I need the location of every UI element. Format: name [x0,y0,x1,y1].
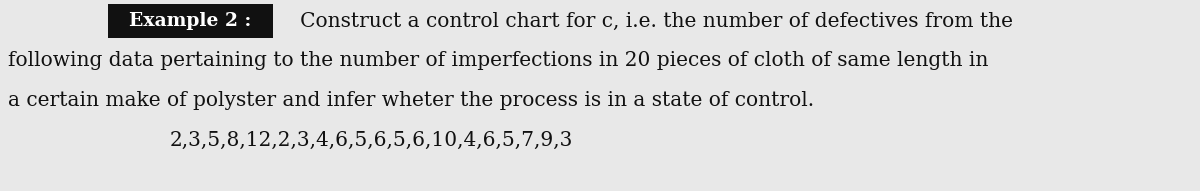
Text: Example 2 :: Example 2 : [130,12,252,30]
Text: Construct a control chart for c, i.e. the number of defectives from the: Construct a control chart for c, i.e. th… [281,11,1013,31]
FancyBboxPatch shape [108,4,274,38]
Text: 2,3,5,8,12,2,3,4,6,5,6,5,6,10,4,6,5,7,9,3: 2,3,5,8,12,2,3,4,6,5,6,5,6,10,4,6,5,7,9,… [170,130,574,150]
Text: a certain make of polyster and infer wheter the process is in a state of control: a certain make of polyster and infer whe… [8,91,814,109]
Text: following data pertaining to the number of imperfections in 20 pieces of cloth o: following data pertaining to the number … [8,50,989,70]
